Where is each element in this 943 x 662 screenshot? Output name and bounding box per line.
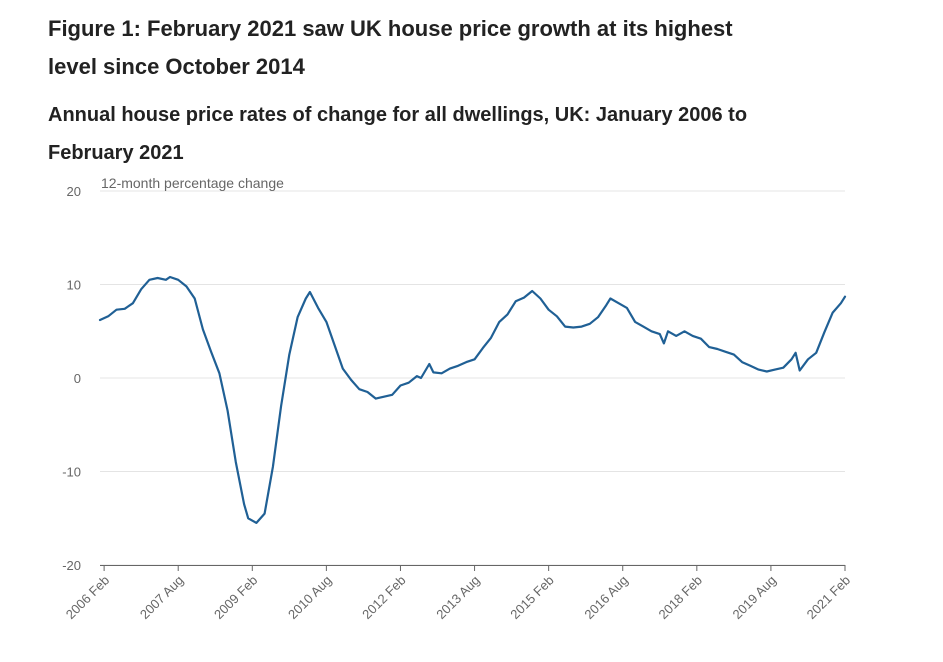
- x-tick-label: 2010 Aug: [285, 573, 334, 622]
- figure-title: Figure 1: February 2021 saw UK house pri…: [48, 16, 733, 79]
- x-tick-label: 2018 Feb: [655, 573, 704, 622]
- gridlines: [100, 190, 845, 566]
- x-tick-label: 2012 Feb: [359, 573, 408, 622]
- x-tick-label: 2019 Aug: [730, 573, 779, 622]
- x-tick-label: 2015 Feb: [507, 573, 556, 622]
- y-axis-label: 12-month percentage change: [101, 175, 284, 191]
- x-tick-label: 2021 Feb: [804, 573, 853, 622]
- x-tick-label: 2016 Aug: [581, 573, 630, 622]
- x-tick-label: 2007 Aug: [137, 573, 186, 622]
- x-tick-label: 2009 Feb: [211, 573, 260, 622]
- y-tick-label: -20: [62, 558, 81, 573]
- x-axis: 2006 Feb 2007 Aug 2009 Feb 2010 Aug 2012 Feb…: [63, 565, 853, 622]
- series-line-0: [98, 275, 847, 524]
- y-tick-label: 20: [67, 184, 81, 199]
- y-tick-label: 0: [74, 371, 81, 386]
- y-tick-label: -10: [62, 465, 81, 480]
- y-axis-tick-labels: 20 10 0 -10 -20: [62, 184, 81, 573]
- x-tick-label: 2013 Aug: [433, 573, 482, 622]
- y-tick-label: 10: [67, 278, 81, 293]
- series-layer: [98, 275, 847, 524]
- x-tick-label: 2006 Feb: [63, 573, 112, 622]
- figure-subtitle: Annual house price rates of change for a…: [48, 104, 748, 164]
